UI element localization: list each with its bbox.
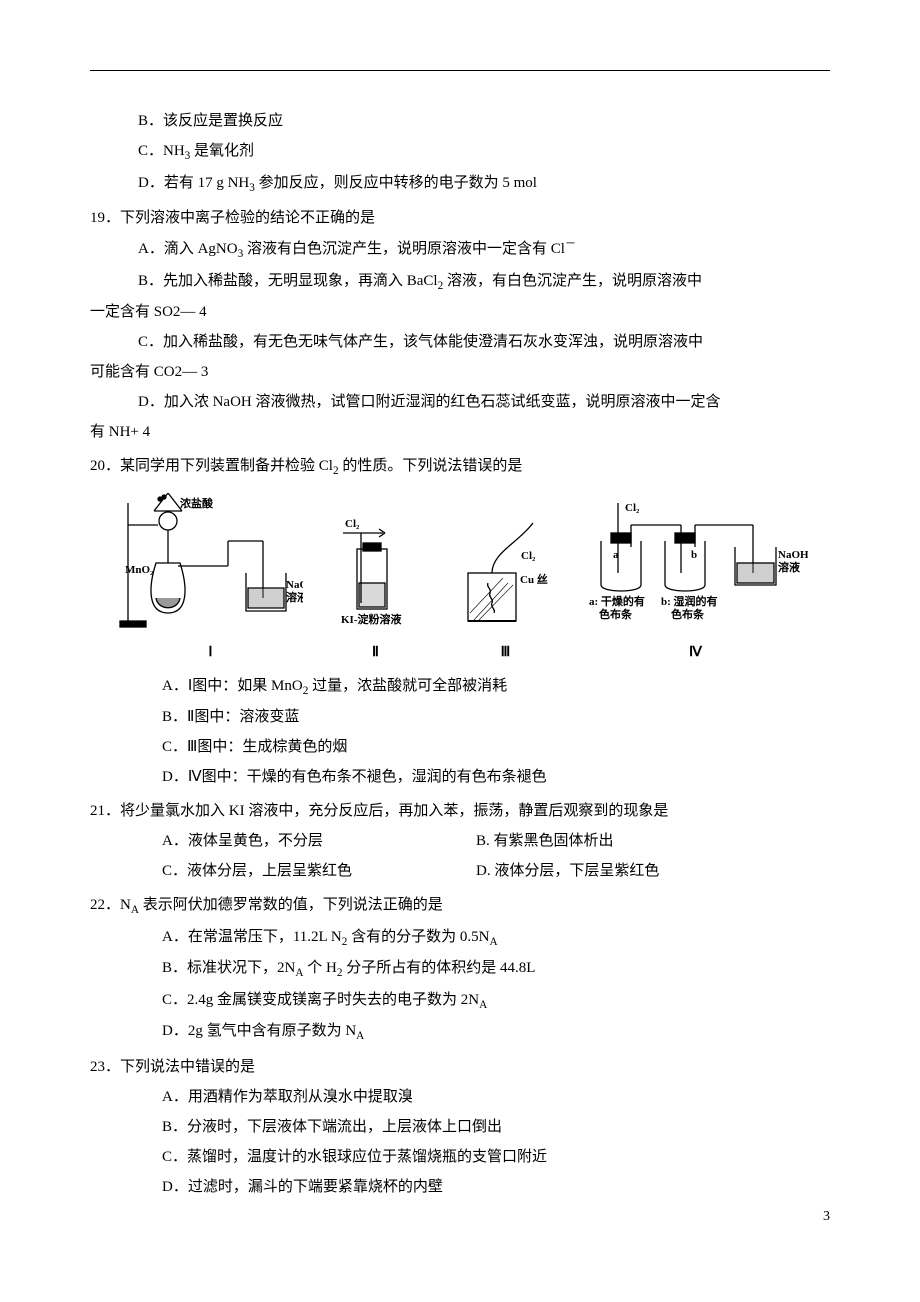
diagram-1-svg: 浓盐酸 MnO₂ NaOH 溶液 [118, 493, 303, 633]
q22-opt-a: A．在常温常压下，11.2L N2 含有的分子数为 0.5NA [90, 922, 830, 954]
page-number: 3 [823, 1203, 830, 1231]
diagram-3-label-cl2: Cl₂ [521, 550, 536, 562]
diagram-4-label-a1: a: 干燥的有 [589, 594, 645, 608]
q22: 22．NA 表示阿伏加德罗常数的值，下列说法正确的是 A．在常温常压下，11.2… [90, 890, 830, 1048]
diagram-3-label-cu: Cu 丝 [520, 572, 548, 586]
diagram-4-label-b: b [691, 549, 697, 561]
diagram-1-label-sol: 溶液 [286, 590, 303, 604]
q18-opt-c: C．NH3 是氧化剂 [90, 136, 830, 168]
q19-opt-a: A．滴入 AgNO3 溶液有白色沉淀产生，说明原溶液中一定含有 Cl－ [90, 233, 830, 266]
diagram-4-label-a: a [613, 549, 619, 561]
q20-opt-b: B．Ⅱ图中：溶液变蓝 [90, 702, 830, 732]
q20-stem: 20．某同学用下列装置制备并检验 Cl2 的性质。下列说法错误的是 [90, 451, 830, 483]
q21-opt-b: B. 有紫黑色固体析出 [476, 826, 614, 856]
q22-opt-d: D．2g 氢气中含有原子数为 NA [90, 1016, 830, 1048]
diagram-3-svg: Cl₂ Cu 丝 [448, 513, 563, 633]
q21-opt-d: D. 液体分层，下层呈紫红色 [476, 856, 659, 886]
q23-opt-a: A．用酒精作为萃取剂从溴水中提取溴 [90, 1082, 830, 1112]
q23: 23．下列说法中错误的是 A．用酒精作为萃取剂从溴水中提取溴 B．分液时，下层液… [90, 1052, 830, 1202]
header-rule [90, 70, 830, 71]
q19-opt-c: C．加入稀盐酸，有无色无味气体产生，该气体能使澄清石灰水变浑浊，说明原溶液中可能… [90, 327, 830, 387]
diagram-2-svg: Cl₂ KI-淀粉溶液 [323, 513, 428, 633]
diagram-1-label-naoh: NaOH [286, 579, 303, 591]
diagram-2: Cl₂ KI-淀粉溶液 Ⅱ [323, 513, 428, 667]
q20-opt-d: D．Ⅳ图中：干燥的有色布条不褪色，湿润的有色布条褪色 [90, 762, 830, 792]
q20-diagrams: 浓盐酸 MnO₂ NaOH 溶液 Ⅰ Cl₂ KI-淀粉溶 [90, 493, 830, 667]
diagram-4-label-a2: 色布条 [599, 607, 633, 621]
q23-opt-d: D．过滤时，漏斗的下端要紧靠烧杯的内壁 [90, 1172, 830, 1202]
diagram-2-label-cl2: Cl₂ [345, 518, 360, 530]
q23-opt-b: B．分液时，下层液体下端流出，上层液体上口倒出 [90, 1112, 830, 1142]
q21: 21．将少量氯水加入 KI 溶液中，充分反应后，再加入苯，振荡，静置后观察到的现… [90, 796, 830, 886]
diagram-1: 浓盐酸 MnO₂ NaOH 溶液 Ⅰ [118, 493, 303, 667]
diagram-1-label-hcl: 浓盐酸 [180, 496, 214, 510]
q23-stem: 23．下列说法中错误的是 [90, 1052, 830, 1082]
diagram-1-num: Ⅰ [208, 639, 212, 667]
diagram-4-label-sol: 溶液 [778, 560, 801, 574]
q20: 20．某同学用下列装置制备并检验 Cl2 的性质。下列说法错误的是 [90, 451, 830, 792]
q21-opt-c: C．液体分层，上层呈紫红色 [162, 856, 476, 886]
diagram-4-label-cl2: Cl₂ [625, 503, 640, 514]
q19: 19．下列溶液中离子检验的结论不正确的是 A．滴入 AgNO3 溶液有白色沉淀产… [90, 203, 830, 447]
diagram-4-label-b1: b: 湿润的有 [661, 594, 718, 608]
q22-opt-c: C．2.4g 金属镁变成镁离子时失去的电子数为 2NA [90, 985, 830, 1017]
diagram-3: Cl₂ Cu 丝 Ⅲ [448, 513, 563, 667]
diagram-2-num: Ⅱ [372, 639, 379, 667]
diagram-4-label-naoh: NaOH [778, 549, 808, 561]
q18-opt-d: D．若有 17 g NH3 参加反应，则反应中转移的电子数为 5 mol [90, 168, 830, 200]
diagram-2-label-ki: KI-淀粉溶液 [341, 612, 402, 626]
diagram-4-label-b2: 色布条 [671, 607, 705, 621]
diagram-3-num: Ⅲ [501, 639, 511, 667]
q19-stem: 19．下列溶液中离子检验的结论不正确的是 [90, 203, 830, 233]
q22-opt-b: B．标准状况下，2NA 个 H2 分子所占有的体积约是 44.8L [90, 953, 830, 985]
q21-row1: A．液体呈黄色，不分层 B. 有紫黑色固体析出 [90, 826, 830, 856]
q21-row2: C．液体分层，上层呈紫红色 D. 液体分层，下层呈紫红色 [90, 856, 830, 886]
q18-cont: B．该反应是置换反应 C．NH3 是氧化剂 D．若有 17 g NH3 参加反应… [90, 106, 830, 199]
diagram-4-svg: Cl₂ a b NaOH 溶液 a: 干燥的有 色布条 b: 湿润的有 色布条 [583, 503, 808, 633]
q20-opt-a: A．Ⅰ图中：如果 MnO2 过量，浓盐酸就可全部被消耗 [90, 671, 830, 703]
diagram-4-num: Ⅳ [689, 639, 702, 667]
q21-stem: 21．将少量氯水加入 KI 溶液中，充分反应后，再加入苯，振荡，静置后观察到的现… [90, 796, 830, 826]
q23-opt-c: C．蒸馏时，温度计的水银球应位于蒸馏烧瓶的支管口附近 [90, 1142, 830, 1172]
q22-stem: 22．NA 表示阿伏加德罗常数的值，下列说法正确的是 [90, 890, 830, 922]
q18-opt-b: B．该反应是置换反应 [90, 106, 830, 136]
q19-opt-b: B．先加入稀盐酸，无明显现象，再滴入 BaCl2 溶液，有白色沉淀产生，说明原溶… [90, 266, 830, 328]
q20-opt-c: C．Ⅲ图中：生成棕黄色的烟 [90, 732, 830, 762]
diagram-1-label-mno2: MnO₂ [125, 564, 154, 576]
q19-opt-d: D．加入浓 NaOH 溶液微热，试管口附近湿润的红色石蕊试纸变蓝，说明原溶液中一… [90, 387, 830, 447]
q21-opt-a: A．液体呈黄色，不分层 [162, 826, 476, 856]
diagram-4: Cl₂ a b NaOH 溶液 a: 干燥的有 色布条 b: 湿润的有 色布条 … [583, 503, 808, 667]
